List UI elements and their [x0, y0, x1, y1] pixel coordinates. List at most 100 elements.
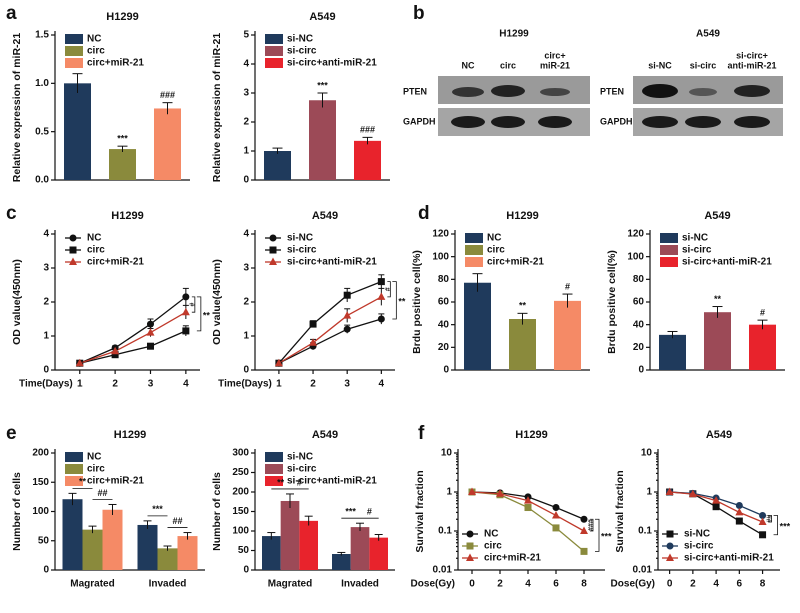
chart-title: H1299 [506, 210, 538, 222]
significance: *** [152, 504, 163, 514]
legend-swatch [265, 46, 283, 56]
y-tick-label: 40 [438, 319, 450, 330]
legend-marker [466, 553, 474, 561]
marker [552, 524, 560, 532]
panel-label: c [6, 203, 17, 224]
band [734, 116, 770, 128]
bar [62, 499, 83, 570]
chart-title: H1299 [111, 210, 143, 222]
x-tick-label: 8 [760, 579, 766, 590]
x-tick-label: 3 [148, 379, 154, 390]
x-tick-label: 2 [690, 579, 696, 590]
legend-swatch [265, 476, 283, 486]
marker [735, 502, 743, 510]
y-axis-label: Relative expression of miR-21 [11, 33, 23, 183]
chart-title: H1299 [515, 429, 547, 441]
bar [154, 108, 181, 180]
x-tick-label: 2 [497, 579, 503, 590]
x-tick-label: Invaded [341, 579, 379, 590]
y-tick-label: 2 [243, 117, 249, 128]
marker [665, 487, 674, 495]
legend-swatch [65, 476, 83, 486]
bar [280, 500, 300, 570]
marker [377, 278, 385, 286]
legend-label: si-circ+anti-miR-21 [287, 476, 377, 487]
bar [177, 536, 198, 570]
y-tick-label: 0 [243, 565, 249, 576]
y-axis-label: Number of cells [211, 472, 223, 551]
row-label: PTEN [403, 86, 427, 96]
bar [659, 334, 686, 370]
y-tick-label: 0 [243, 365, 249, 376]
legend-marker [269, 246, 277, 254]
significance: *** [117, 134, 128, 144]
bar [554, 300, 581, 370]
legend-label: NC [487, 233, 501, 244]
bar [350, 527, 370, 570]
y-tick-label: 3 [243, 88, 249, 99]
y-tick-label: 300 [232, 448, 249, 459]
marker [343, 325, 351, 333]
y-tick-label: 4 [243, 229, 249, 240]
legend-label: si-circ [287, 46, 317, 57]
legend-marker [69, 234, 77, 242]
legend-swatch [465, 257, 483, 267]
significance: ** [203, 310, 211, 320]
y-tick-label: 2 [43, 297, 49, 308]
legend-swatch [660, 257, 678, 267]
blot-h1299 [438, 76, 590, 136]
y-axis-label: Brdu positive cell(%) [411, 250, 423, 354]
band [685, 116, 721, 128]
legend-label: si-circ [684, 541, 714, 552]
y-tick-label: 40 [633, 319, 645, 330]
y-tick-label: 0 [443, 365, 449, 376]
y-tick-label: 120 [627, 229, 644, 240]
y-tick-label: 60 [438, 297, 450, 308]
y-tick-label: 0.5 [35, 126, 49, 137]
x-tick-label: 1 [77, 379, 83, 390]
y-axis-label: OD value(450nm) [211, 259, 223, 345]
legend-label: si-circ+anti-miR-21 [682, 257, 772, 268]
legend-swatch [265, 34, 283, 44]
x-tick-label: 2 [112, 379, 118, 390]
x-axis-label: Dose(Gy) [411, 579, 455, 590]
legend-label: circ+miR-21 [87, 58, 144, 69]
legend-swatch [265, 452, 283, 462]
legend-swatch [265, 464, 283, 474]
marker [343, 291, 351, 299]
marker [309, 338, 318, 346]
x-tick-label: 6 [553, 579, 559, 590]
band [452, 87, 484, 97]
legend-label: circ+miR-21 [87, 257, 144, 268]
y-tick-label: 5 [243, 30, 249, 41]
significance-bracket [590, 518, 594, 532]
band [642, 84, 678, 98]
significance-bracket [773, 515, 778, 536]
bar [299, 520, 318, 570]
band [491, 116, 525, 128]
legend-marker [69, 257, 77, 265]
legend-label: si-NC [682, 233, 708, 244]
chart-title: H1299 [114, 429, 146, 441]
legend-label: NC [87, 233, 101, 244]
marker [524, 504, 532, 512]
bar [109, 149, 136, 180]
legend-swatch [65, 464, 83, 474]
series-line [278, 318, 382, 364]
x-tick-label: 3 [344, 379, 350, 390]
marker [580, 515, 588, 523]
panel-label: b [413, 3, 425, 24]
band [538, 116, 572, 128]
significance: # [760, 308, 765, 318]
marker [552, 504, 560, 512]
bar [262, 536, 281, 570]
bar [749, 324, 776, 370]
bar [464, 282, 491, 370]
legend-swatch [660, 245, 678, 255]
x-tick-label: 4 [379, 379, 385, 390]
lane-label: si-NC [648, 60, 672, 70]
y-tick-label: 20 [633, 342, 645, 353]
x-tick-label: Magrated [268, 579, 312, 590]
y-tick-label: 100 [232, 526, 249, 537]
